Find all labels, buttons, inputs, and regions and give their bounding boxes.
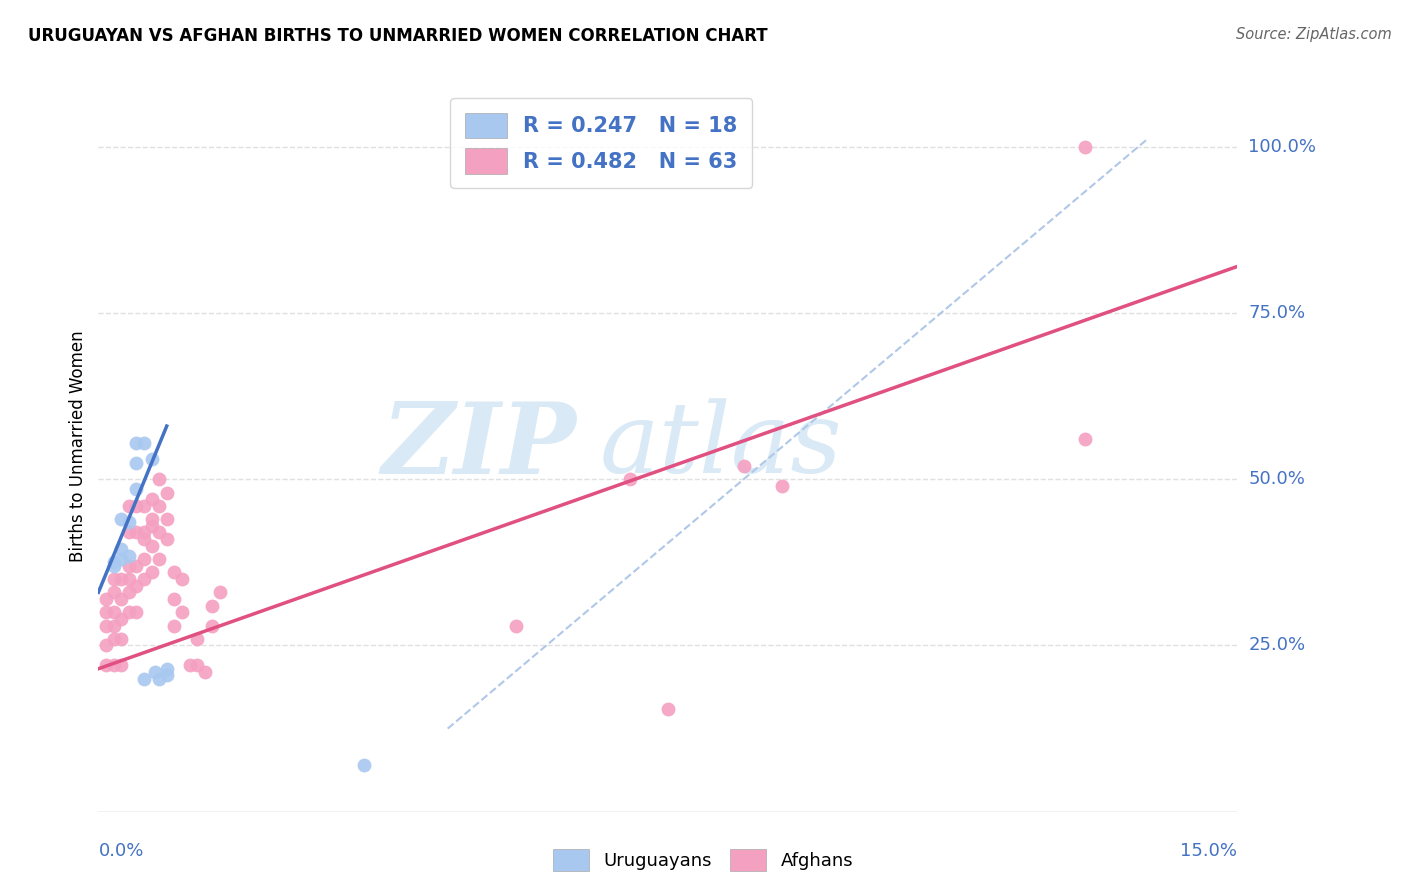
Point bbox=[141, 512, 163, 526]
Point bbox=[125, 558, 148, 573]
Point bbox=[103, 558, 125, 573]
Point bbox=[103, 585, 125, 599]
Point bbox=[132, 672, 155, 686]
Text: 100.0%: 100.0% bbox=[1249, 137, 1316, 156]
Point bbox=[141, 452, 163, 467]
Point bbox=[118, 558, 141, 573]
Point bbox=[103, 605, 125, 619]
Point bbox=[94, 591, 117, 606]
Point bbox=[148, 525, 170, 540]
Point bbox=[125, 605, 148, 619]
Point bbox=[141, 518, 163, 533]
Point bbox=[156, 485, 179, 500]
Point bbox=[125, 499, 148, 513]
Point bbox=[163, 566, 186, 580]
Point bbox=[170, 605, 193, 619]
Point bbox=[148, 672, 170, 686]
Point bbox=[132, 435, 155, 450]
Y-axis label: Births to Unmarried Women: Births to Unmarried Women bbox=[69, 330, 87, 562]
Point bbox=[125, 456, 148, 470]
Point bbox=[110, 658, 132, 673]
Point bbox=[1074, 140, 1097, 154]
Point bbox=[110, 512, 132, 526]
Point bbox=[110, 572, 132, 586]
Point bbox=[103, 572, 125, 586]
Text: 75.0%: 75.0% bbox=[1249, 304, 1306, 322]
Point bbox=[770, 479, 793, 493]
Point bbox=[132, 552, 155, 566]
Point bbox=[201, 599, 224, 613]
Point bbox=[110, 612, 132, 626]
Point bbox=[186, 632, 208, 646]
Point bbox=[103, 658, 125, 673]
Point bbox=[110, 552, 132, 566]
Point bbox=[118, 605, 141, 619]
Point bbox=[179, 658, 201, 673]
Text: ZIP: ZIP bbox=[382, 398, 576, 494]
Point bbox=[156, 668, 179, 682]
Point bbox=[657, 701, 679, 715]
Point bbox=[94, 618, 117, 632]
Point bbox=[103, 618, 125, 632]
Point bbox=[118, 572, 141, 586]
Point bbox=[170, 572, 193, 586]
Text: atlas: atlas bbox=[599, 399, 842, 493]
Point bbox=[156, 662, 179, 676]
Point bbox=[110, 591, 132, 606]
Point bbox=[118, 499, 141, 513]
Point bbox=[118, 516, 141, 530]
Point bbox=[141, 566, 163, 580]
Text: 0.0%: 0.0% bbox=[98, 842, 143, 860]
Point bbox=[118, 549, 141, 563]
Point bbox=[201, 618, 224, 632]
Point bbox=[118, 525, 141, 540]
Point bbox=[163, 591, 186, 606]
Point bbox=[733, 458, 755, 473]
Point bbox=[156, 532, 179, 546]
Point bbox=[186, 658, 208, 673]
Text: 15.0%: 15.0% bbox=[1180, 842, 1237, 860]
Text: 50.0%: 50.0% bbox=[1249, 470, 1305, 488]
Point bbox=[148, 552, 170, 566]
Point bbox=[148, 472, 170, 486]
Text: Source: ZipAtlas.com: Source: ZipAtlas.com bbox=[1236, 27, 1392, 42]
Point bbox=[132, 572, 155, 586]
Point bbox=[208, 585, 231, 599]
Point bbox=[94, 605, 117, 619]
Point bbox=[110, 542, 132, 557]
Point bbox=[132, 532, 155, 546]
Point bbox=[145, 665, 167, 679]
Point bbox=[353, 758, 375, 772]
Point bbox=[110, 632, 132, 646]
Point bbox=[1074, 433, 1097, 447]
Point bbox=[505, 618, 527, 632]
Point bbox=[125, 435, 148, 450]
Point bbox=[94, 658, 117, 673]
Legend: Uruguayans, Afghans: Uruguayans, Afghans bbox=[546, 842, 860, 879]
Point bbox=[94, 639, 117, 653]
Point bbox=[156, 512, 179, 526]
Point bbox=[194, 665, 217, 679]
Point bbox=[132, 525, 155, 540]
Point bbox=[141, 539, 163, 553]
Point bbox=[103, 632, 125, 646]
Point bbox=[132, 499, 155, 513]
Legend: R = 0.247   N = 18, R = 0.482   N = 63: R = 0.247 N = 18, R = 0.482 N = 63 bbox=[450, 98, 752, 188]
Text: URUGUAYAN VS AFGHAN BIRTHS TO UNMARRIED WOMEN CORRELATION CHART: URUGUAYAN VS AFGHAN BIRTHS TO UNMARRIED … bbox=[28, 27, 768, 45]
Point bbox=[141, 492, 163, 507]
Point bbox=[148, 499, 170, 513]
Text: 25.0%: 25.0% bbox=[1249, 637, 1306, 655]
Point bbox=[125, 525, 148, 540]
Point bbox=[163, 618, 186, 632]
Point bbox=[619, 472, 641, 486]
Point bbox=[103, 555, 125, 569]
Point bbox=[118, 585, 141, 599]
Point bbox=[125, 579, 148, 593]
Point bbox=[125, 482, 148, 496]
